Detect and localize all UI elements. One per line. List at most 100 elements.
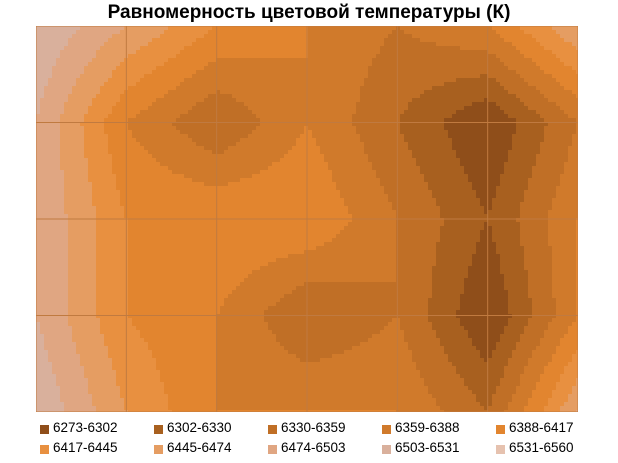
- contour-cell: [416, 134, 421, 139]
- contour-cell: [288, 70, 293, 75]
- contour-cell: [412, 102, 417, 107]
- contour-cell: [292, 158, 297, 163]
- contour-cell: [204, 134, 209, 139]
- contour-cell: [460, 162, 465, 167]
- contour-cell: [452, 90, 457, 95]
- contour-cell: [300, 30, 305, 35]
- contour-cell: [456, 70, 461, 75]
- contour-cell: [300, 46, 305, 51]
- contour-cell: [68, 138, 73, 143]
- contour-cell: [256, 38, 261, 43]
- contour-cell: [276, 138, 281, 143]
- contour-cell: [216, 70, 221, 75]
- contour-cell: [484, 58, 489, 63]
- contour-cell: [516, 58, 521, 63]
- contour-cell: [416, 42, 421, 47]
- contour-cell: [572, 66, 577, 71]
- contour-cell: [468, 46, 473, 51]
- contour-cell: [304, 46, 309, 51]
- contour-cell: [160, 38, 165, 43]
- contour-cell: [320, 134, 325, 139]
- contour-cell: [560, 110, 565, 115]
- contour-cell: [448, 98, 453, 103]
- contour-cell: [516, 46, 521, 51]
- contour-cell: [228, 42, 233, 47]
- contour-cell: [208, 78, 213, 83]
- contour-cell: [132, 142, 137, 147]
- contour-cell: [540, 98, 545, 103]
- contour-cell: [472, 126, 477, 131]
- contour-cell: [236, 146, 241, 151]
- contour-cell: [240, 78, 245, 83]
- contour-cell: [492, 114, 497, 119]
- contour-cell: [132, 114, 137, 119]
- contour-cell: [488, 154, 493, 159]
- contour-cell: [360, 38, 365, 43]
- contour-cell: [108, 130, 113, 135]
- contour-cell: [436, 86, 441, 91]
- contour-cell: [108, 102, 113, 107]
- contour-cell: [144, 54, 149, 59]
- contour-cell: [472, 150, 477, 155]
- contour-cell: [488, 110, 493, 115]
- contour-cell: [372, 102, 377, 107]
- contour-cell: [484, 102, 489, 107]
- contour-cell: [576, 154, 578, 159]
- contour-cell: [416, 78, 421, 83]
- contour-cell: [468, 38, 473, 43]
- contour-cell: [100, 102, 105, 107]
- contour-cell: [72, 98, 77, 103]
- contour-cell: [360, 130, 365, 135]
- contour-cell: [244, 146, 249, 151]
- contour-cell: [96, 154, 101, 159]
- contour-cell: [280, 134, 285, 139]
- contour-cell: [172, 82, 177, 87]
- contour-cell: [36, 54, 41, 59]
- contour-cell: [228, 134, 233, 139]
- contour-cell: [40, 134, 45, 139]
- contour-cell: [548, 102, 553, 107]
- contour-cell: [300, 82, 305, 87]
- contour-cell: [140, 130, 145, 135]
- contour-cell: [480, 154, 485, 159]
- contour-cell: [440, 82, 445, 87]
- contour-cell: [300, 26, 305, 31]
- contour-cell: [572, 30, 577, 35]
- contour-cell: [372, 78, 377, 83]
- contour-cell: [232, 130, 237, 135]
- contour-cell: [288, 58, 293, 63]
- contour-cell: [292, 142, 297, 147]
- contour-cell: [168, 46, 173, 51]
- contour-cell: [180, 138, 185, 143]
- contour-cell: [520, 30, 525, 35]
- contour-cell: [328, 50, 333, 55]
- contour-cell: [76, 142, 81, 147]
- contour-cell: [112, 26, 117, 31]
- contour-cell: [192, 150, 197, 155]
- contour-cell: [504, 102, 509, 107]
- contour-cell: [328, 54, 333, 59]
- contour-cell: [572, 94, 577, 99]
- contour-cell: [292, 138, 297, 143]
- contour-cell: [192, 170, 197, 175]
- contour-cell: [296, 154, 301, 159]
- contour-cell: [268, 122, 273, 127]
- contour-cell: [392, 106, 397, 111]
- contour-cell: [312, 46, 317, 51]
- contour-cell: [472, 42, 477, 47]
- contour-cell: [480, 158, 485, 163]
- contour-cell: [252, 114, 257, 119]
- contour-cell: [156, 66, 161, 71]
- contour-cell: [60, 78, 65, 83]
- contour-cell: [236, 26, 241, 31]
- contour-cell: [556, 114, 561, 119]
- contour-cell: [184, 110, 189, 115]
- contour-cell: [184, 114, 189, 119]
- contour-cell: [568, 86, 573, 91]
- contour-cell: [188, 30, 193, 35]
- contour-cell: [108, 106, 113, 111]
- contour-cell: [248, 38, 253, 43]
- contour-cell: [528, 30, 533, 35]
- contour-cell: [192, 78, 197, 83]
- contour-cell: [40, 34, 45, 39]
